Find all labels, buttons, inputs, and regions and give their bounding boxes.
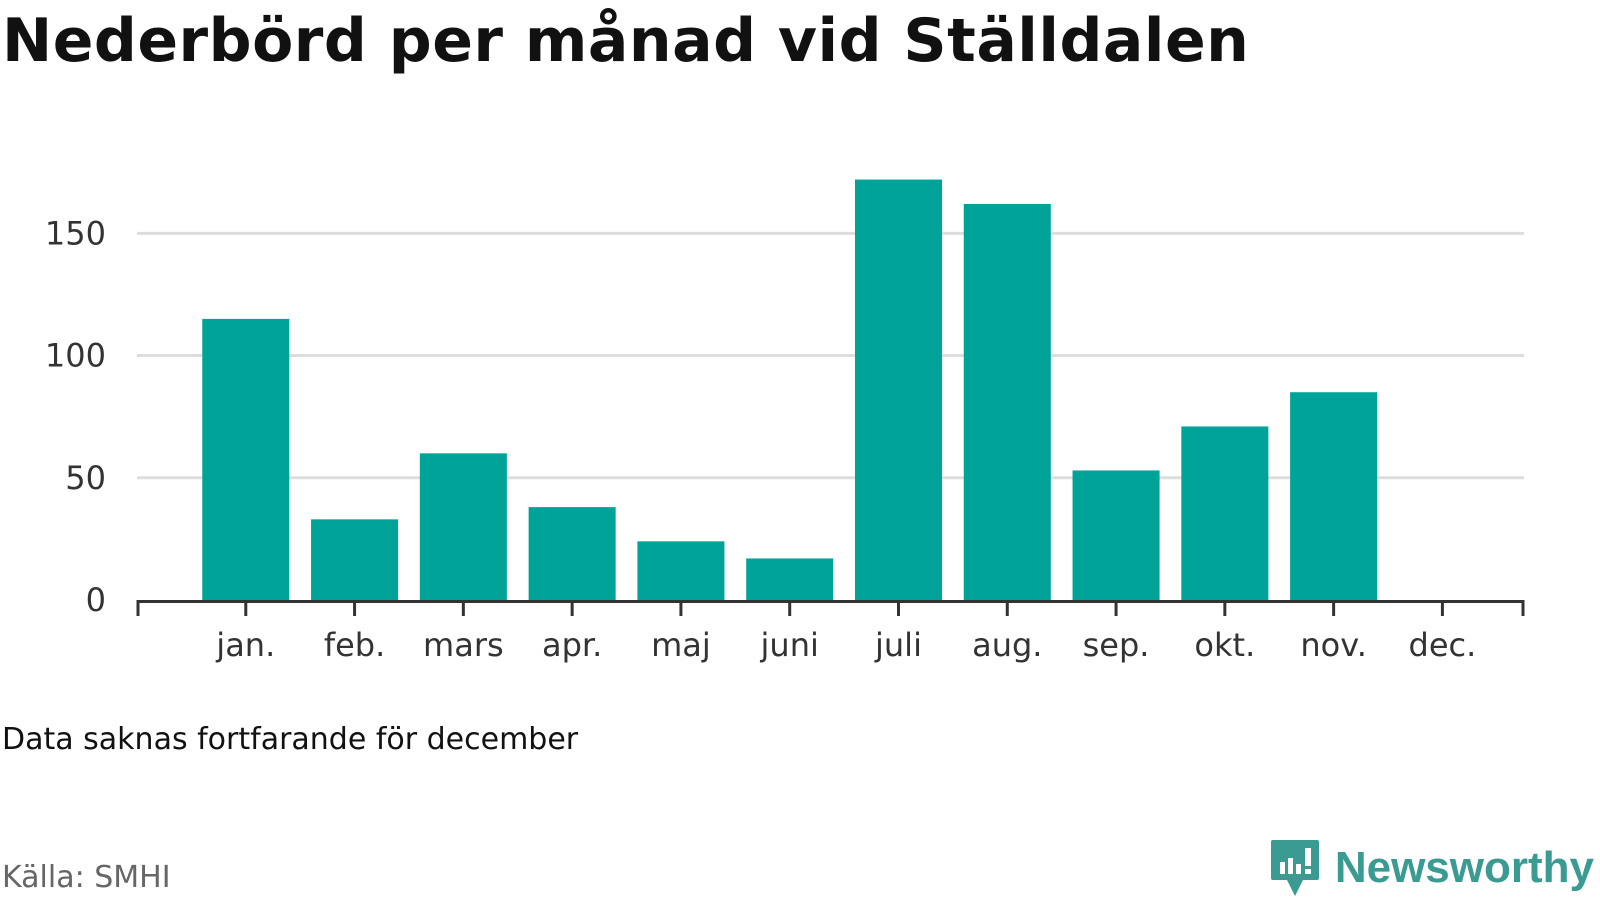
y-tick-label: 50 (65, 459, 106, 497)
bar-8 (963, 204, 1051, 600)
bar-9 (1072, 470, 1160, 600)
bar-4 (528, 507, 616, 600)
x-tick-label: jan. (215, 626, 275, 664)
x-axis (136, 600, 1525, 616)
bar-5 (637, 541, 725, 600)
bar-11 (1290, 392, 1378, 600)
y-tick-label: 0 (86, 581, 106, 619)
bars (202, 179, 1378, 601)
x-tick-label: juni (760, 626, 819, 664)
brand-logo[interactable]: Newsworthy (1269, 838, 1594, 898)
x-tick-label: feb. (324, 626, 385, 664)
bar-3 (419, 453, 507, 600)
bar-1 (202, 318, 290, 600)
x-tick-label: maj (651, 626, 711, 664)
bar-7 (854, 179, 943, 601)
source-label: Källa: SMHI (2, 860, 171, 895)
x-tick-label: apr. (542, 626, 602, 664)
x-tick-label: okt. (1194, 626, 1255, 664)
y-tick-label: 150 (45, 214, 106, 252)
bar-2 (311, 519, 399, 600)
x-tick-label: juli (874, 626, 922, 664)
y-axis-ticks: 0 50 100 150 (45, 214, 106, 619)
x-tick-label: dec. (1409, 626, 1477, 664)
x-tick-label: aug. (972, 626, 1042, 664)
bar-6 (746, 558, 834, 600)
chart-title: Nederbörd per månad vid Ställdalen (2, 6, 1250, 76)
brand-name: Newsworthy (1334, 843, 1594, 892)
bar-10 (1181, 426, 1269, 600)
x-tick-label: sep. (1083, 626, 1150, 664)
x-tick-label: mars (423, 626, 504, 664)
chart-note: Data saknas fortfarande för december (2, 722, 579, 757)
x-tick-label: nov. (1300, 626, 1366, 664)
bar-chart-speech-bubble-icon (1270, 840, 1319, 896)
x-axis-ticks: jan. feb. mars apr. maj juni juli aug. sep. okt. n… (215, 626, 1476, 664)
y-tick-label: 100 (45, 337, 106, 375)
